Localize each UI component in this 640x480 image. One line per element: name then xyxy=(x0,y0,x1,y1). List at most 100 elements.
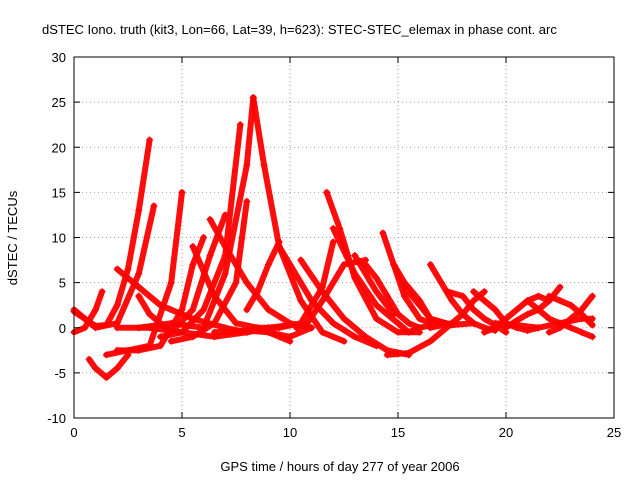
data-point-marker xyxy=(292,324,300,332)
data-point-marker xyxy=(524,310,532,318)
data-point-marker xyxy=(383,351,391,359)
y-tick-label: 20 xyxy=(52,140,66,155)
data-point-marker xyxy=(480,288,488,296)
data-point-marker xyxy=(303,319,311,327)
data-point-marker xyxy=(318,297,326,305)
data-point-marker xyxy=(416,324,424,332)
data-point-marker xyxy=(135,283,143,291)
data-point-marker xyxy=(329,238,337,246)
series-track xyxy=(297,257,412,358)
data-point-marker xyxy=(578,310,586,318)
data-series-23 xyxy=(292,256,370,332)
data-point-marker xyxy=(379,229,387,237)
data-point-marker xyxy=(470,306,478,314)
data-point-marker xyxy=(444,288,452,296)
data-point-marker xyxy=(254,324,262,332)
y-tick-label: -10 xyxy=(47,411,66,426)
y-tick-label: 10 xyxy=(52,231,66,246)
data-point-marker xyxy=(502,324,510,332)
data-point-marker xyxy=(102,351,110,359)
data-point-marker xyxy=(178,188,186,196)
data-point-marker xyxy=(264,261,272,269)
data-point-marker xyxy=(286,261,294,269)
data-point-marker xyxy=(210,319,218,327)
data-point-marker xyxy=(567,315,575,323)
data-point-marker xyxy=(588,321,596,329)
data-point-marker xyxy=(156,342,164,350)
data-series-39 xyxy=(545,292,596,329)
data-point-marker xyxy=(524,297,532,305)
data-point-marker xyxy=(362,261,370,269)
data-point-marker xyxy=(221,270,229,278)
data-point-marker xyxy=(545,292,553,300)
data-point-marker xyxy=(146,136,154,144)
data-point-marker xyxy=(567,301,575,309)
series-track xyxy=(243,239,283,313)
data-point-marker xyxy=(426,324,434,332)
data-series-11 xyxy=(156,121,244,341)
data-point-marker xyxy=(297,297,305,305)
data-point-marker xyxy=(502,315,510,323)
data-point-marker xyxy=(113,324,121,332)
data-point-marker xyxy=(351,252,359,260)
data-point-marker xyxy=(329,319,337,327)
data-point-marker xyxy=(254,288,262,296)
data-point-marker xyxy=(92,306,100,314)
x-tick-label: 20 xyxy=(499,425,513,440)
data-point-marker xyxy=(135,206,143,214)
data-point-marker xyxy=(534,306,542,314)
data-point-marker xyxy=(92,364,100,372)
data-point-marker xyxy=(81,324,89,332)
data-point-marker xyxy=(275,243,283,251)
x-tick-label: 10 xyxy=(283,425,297,440)
data-point-marker xyxy=(146,310,154,318)
data-point-marker xyxy=(556,283,564,291)
data-point-marker xyxy=(102,373,110,381)
data-point-marker xyxy=(98,288,106,296)
data-point-marker xyxy=(545,315,553,323)
data-point-marker xyxy=(243,279,251,287)
data-point-marker xyxy=(189,243,197,251)
data-point-marker xyxy=(113,301,121,309)
data-point-marker xyxy=(189,261,197,269)
data-point-marker xyxy=(200,234,208,241)
data-point-marker xyxy=(470,319,478,327)
data-point-marker xyxy=(92,324,100,332)
data-point-marker xyxy=(578,328,586,336)
data-series-24 xyxy=(351,252,398,318)
data-point-marker xyxy=(308,297,316,305)
data-point-marker xyxy=(491,319,499,327)
data-point-marker xyxy=(372,315,380,323)
x-axis-title: GPS time / hours of day 277 of year 2006 xyxy=(220,459,459,474)
data-point-marker xyxy=(394,328,402,336)
data-series-17 xyxy=(249,94,348,345)
axis-ticks: 0 5 10 15 20 25 -10 -5 0 5 10 15 20 25 30 xyxy=(47,50,621,440)
y-tick-label: 0 xyxy=(59,321,66,336)
data-point-marker xyxy=(390,261,398,269)
data-point-marker xyxy=(221,243,229,251)
data-point-marker xyxy=(264,306,272,314)
data-point-marker xyxy=(426,261,434,269)
series-track xyxy=(135,211,229,336)
data-point-marker xyxy=(200,306,208,314)
data-point-marker xyxy=(416,315,424,323)
y-tick-label: -5 xyxy=(54,366,66,381)
data-point-marker xyxy=(156,301,164,309)
series-track xyxy=(384,320,455,358)
data-point-marker xyxy=(150,202,158,210)
data-point-marker xyxy=(167,279,175,287)
data-point-marker xyxy=(437,279,445,287)
series-track xyxy=(71,288,106,336)
data-point-marker xyxy=(351,270,359,278)
data-point-marker xyxy=(275,324,283,332)
data-point-marker xyxy=(232,319,240,327)
data-point-marker xyxy=(232,279,240,287)
y-axis-title: dSTEC / TECUs xyxy=(5,190,20,285)
data-point-marker xyxy=(318,328,326,336)
data-series-37 xyxy=(524,297,596,341)
data-point-marker xyxy=(372,301,380,309)
data-point-marker xyxy=(167,319,175,327)
data-series-18 xyxy=(243,238,283,314)
series-track xyxy=(250,94,347,345)
data-point-marker xyxy=(260,161,268,169)
